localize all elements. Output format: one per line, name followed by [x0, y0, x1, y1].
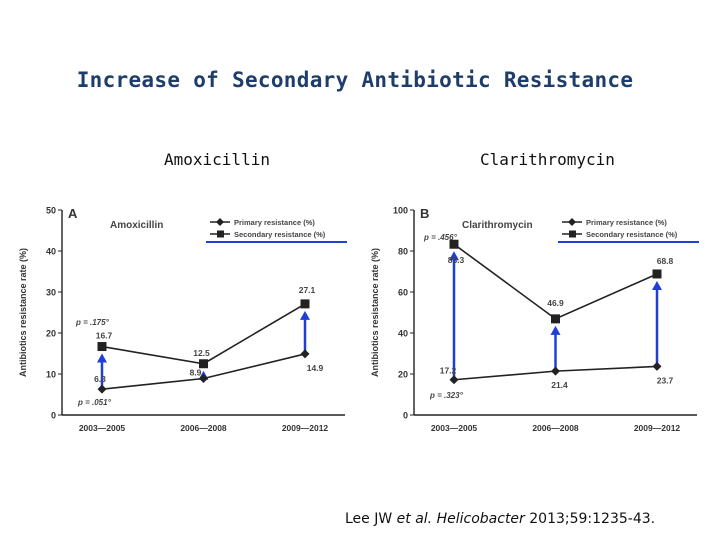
- slide-title: Increase of Secondary Antibiotic Resista…: [76, 68, 634, 92]
- y-tick-label: 20: [398, 370, 408, 380]
- y-tick-label: 80: [398, 247, 408, 257]
- y-tick-label: 0: [51, 411, 56, 421]
- legend-label: Secondary resistance (%): [234, 230, 326, 239]
- data-point-secondary: [652, 269, 662, 279]
- x-tick-label: 2006—2008: [532, 423, 579, 433]
- y-tick-label: 50: [46, 206, 56, 216]
- citation-authors: Lee JW: [345, 511, 397, 527]
- y-axis-label: Antibiotics resistance rate (%): [18, 248, 28, 377]
- x-tick-label: 2009—2012: [282, 423, 329, 433]
- legend-label: Primary resistance (%): [234, 218, 315, 227]
- y-tick-label: 100: [393, 206, 408, 216]
- y-tick-label: 60: [398, 288, 408, 298]
- legend-label: Primary resistance (%): [586, 218, 667, 227]
- p-value-label: p = .175°: [75, 318, 110, 327]
- data-label: 12.5: [193, 348, 210, 358]
- data-point-primary: [449, 375, 459, 385]
- increase-arrowhead: [550, 325, 561, 335]
- data-label: 27.1: [299, 285, 316, 295]
- y-tick-label: 40: [46, 247, 56, 257]
- data-point-secondary: [449, 239, 459, 249]
- increase-arrowhead: [449, 251, 459, 261]
- increase-arrowhead: [300, 310, 310, 320]
- x-tick-label: 2003—2005: [79, 423, 126, 433]
- data-label: 14.9: [307, 363, 324, 373]
- chart-amoxicillin: 0 10 20 30 40 50 2003—2005 2006—2008 2009—2012 An…: [18, 206, 347, 433]
- data-point-primary: [652, 361, 662, 371]
- inner-chart-title: Amoxicillin: [110, 220, 163, 231]
- x-tick-label: 2003—2005: [431, 423, 478, 433]
- p-value-label: p = .456°: [423, 233, 458, 242]
- data-point-secondary: [300, 299, 310, 309]
- data-point-secondary: [97, 342, 107, 352]
- y-tick-label: 30: [46, 288, 56, 298]
- legend-label: Secondary resistance (%): [586, 230, 678, 239]
- panel-label: B: [420, 206, 429, 221]
- citation-journal: Helicobacter: [436, 511, 525, 527]
- data-label: 46.9: [547, 298, 564, 308]
- subheading-clarithromycin: Clarithromycin: [480, 150, 615, 169]
- legend-marker-diamond: [568, 218, 576, 226]
- legend-marker-square: [217, 230, 224, 238]
- legend-marker-square: [569, 230, 576, 238]
- data-label: 17.2: [440, 366, 457, 376]
- citation-ref: 2013;59:1235-43.: [524, 511, 656, 527]
- y-tick-label: 20: [46, 329, 56, 339]
- data-label: 68.8: [657, 256, 674, 266]
- data-point-primary: [300, 349, 310, 359]
- y-axis-label: Antibiotics resistance rate (%): [370, 248, 380, 377]
- data-label: 83.3: [448, 255, 465, 265]
- chart-clarithromycin: 0 20 40 60 80 100 2003—2005 2006—2008 2009—2012 A…: [370, 206, 699, 433]
- panel-label: A: [68, 206, 78, 221]
- citation-etal: et al.: [396, 511, 433, 527]
- data-point-primary: [199, 374, 208, 384]
- x-tick-label: 2009—2012: [634, 423, 681, 433]
- inner-chart-title: Clarithromycin: [462, 220, 533, 231]
- subheading-amoxicillin: Amoxicillin: [164, 150, 270, 169]
- data-label: 21.4: [551, 380, 568, 390]
- data-point-primary: [551, 366, 560, 376]
- data-label: 23.7: [657, 375, 674, 385]
- x-tick-label: 2006—2008: [180, 423, 227, 433]
- y-tick-label: 10: [46, 370, 56, 380]
- y-tick-label: 40: [398, 329, 408, 339]
- increase-arrowhead: [97, 353, 107, 363]
- increase-arrowhead: [652, 280, 662, 290]
- data-label: 6.3: [94, 374, 106, 384]
- data-label: 16.7: [96, 331, 113, 341]
- data-label: 8.9: [190, 368, 202, 378]
- citation: Lee JW et al. Helicobacter 2013;59:1235-…: [345, 511, 655, 527]
- data-point-primary: [97, 384, 107, 394]
- data-point-secondary: [199, 359, 208, 369]
- y-tick-label: 0: [403, 411, 408, 421]
- p-value-label: p = .323°: [429, 391, 464, 400]
- data-point-secondary: [551, 314, 560, 324]
- p-value-label: p = .051°: [77, 398, 112, 407]
- legend-marker-diamond: [216, 218, 224, 226]
